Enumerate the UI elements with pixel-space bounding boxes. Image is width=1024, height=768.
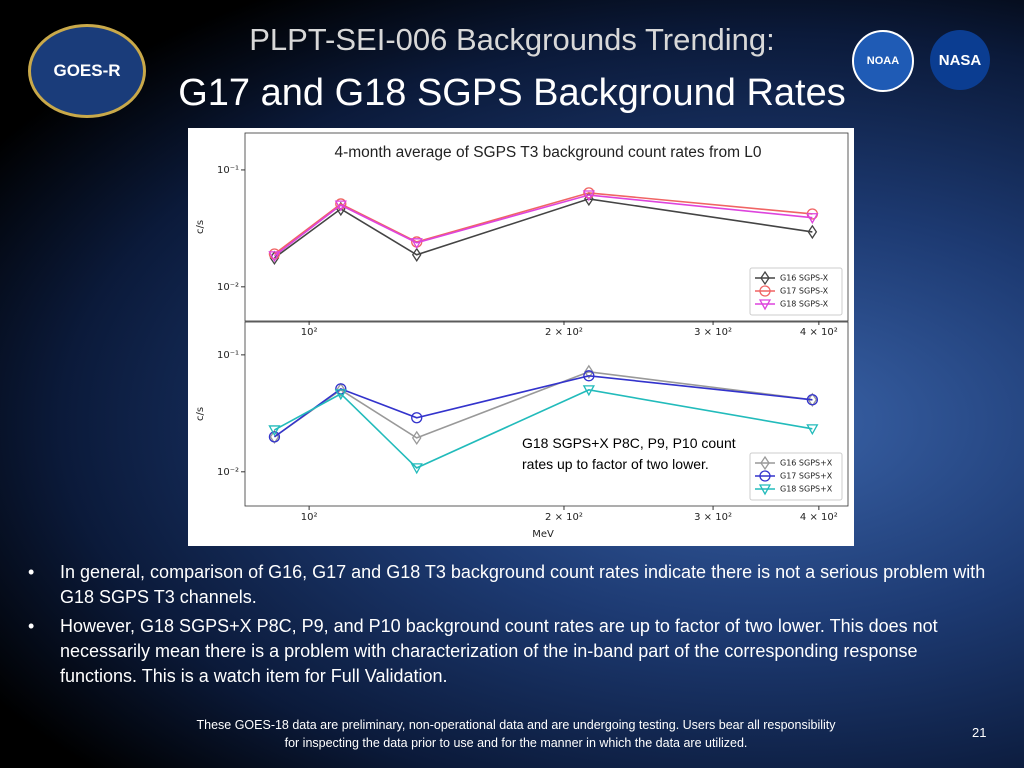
chart-title: 4-month average of SGPS T3 background co… [334,144,761,161]
legend-label: G18 SGPS+X [780,485,833,494]
title-line-2: G17 and G18 SGPS Background Rates [178,72,846,114]
marker [410,463,423,475]
marker [334,389,347,401]
legend-label: G16 SGPS-X [780,274,829,283]
marker [411,412,423,424]
plot-frame [244,321,849,507]
marker [268,248,281,260]
marker [807,392,818,407]
y-tick-label: 10⁻² [217,467,239,478]
marker [268,425,281,437]
legend-marker [758,484,772,496]
marker [334,200,347,212]
legend-label: G17 SGPS-X [780,287,829,296]
series-line [273,371,813,439]
legend-marker [759,470,771,482]
bullet-list: In general, comparison of G16, G17 and G… [28,560,988,693]
marker [583,370,595,382]
y-axis-label: c/s [195,220,206,234]
bullet: However, G18 SGPS+X P8C, P9, and P10 bac… [28,614,988,689]
page-number: 21 [972,725,987,740]
marker [583,187,595,199]
nasa-logo: NASA [930,30,990,90]
x-tick-label: 4 × 10² [800,327,838,338]
x-tick-label: 2 × 10² [545,512,583,523]
series-line [273,192,813,255]
marker [582,385,595,397]
marker [411,247,422,262]
bullet: In general, comparison of G16, G17 and G… [28,560,988,610]
title-line-1: PLPT-SEI-006 Backgrounds Trending: [249,22,775,57]
goes-logo: GOES-R [28,24,146,118]
series-line [273,375,813,438]
marker [584,364,594,380]
legend-marker [758,299,772,311]
marker [806,424,819,436]
legend-marker [760,270,770,286]
marker [807,224,818,240]
legend-marker [759,285,771,297]
x-tick-label: 10² [301,512,318,523]
series-line [274,389,813,469]
marker [411,430,422,446]
x-tick-label: 2 × 10² [545,327,583,338]
marker [336,382,346,398]
legend-marker [760,455,770,471]
x-tick-label: 3 × 10² [694,327,732,338]
legend-label: G18 SGPS-X [780,300,829,309]
y-axis-label: c/s [195,407,206,421]
x-tick-label: 10² [301,327,318,338]
marker [582,190,595,202]
disclaimer: These GOES-18 data are preliminary, non-… [196,718,836,750]
x-tick-label: 3 × 10² [694,512,732,523]
y-tick-label: 10⁻¹ [217,350,239,361]
y-tick-label: 10⁻² [217,282,239,293]
marker [268,251,281,263]
series-line [273,194,813,257]
marker [410,238,423,250]
annotation: G18 SGPS+X P8C, P9, P10 count rates up t… [522,435,736,472]
plot-frame [244,132,849,322]
marker [268,431,281,443]
series-line [273,198,813,259]
x-axis-label: MeV [532,529,554,540]
noaa-logo: NOAA [852,30,914,92]
chart: 10² 2 × 10² 3 × 10² 4 × 10² 10⁻² 10⁻¹ 4-month … [188,128,854,546]
marker [806,394,819,406]
legend-box [749,267,843,316]
marker [806,213,819,225]
legend-label: G17 SGPS+X [780,472,833,481]
y-tick-label: 10⁻¹ [217,165,239,176]
legend-box [749,452,843,501]
x-tick-label: 4 × 10² [800,512,838,523]
legend-label: G16 SGPS+X [780,459,833,468]
